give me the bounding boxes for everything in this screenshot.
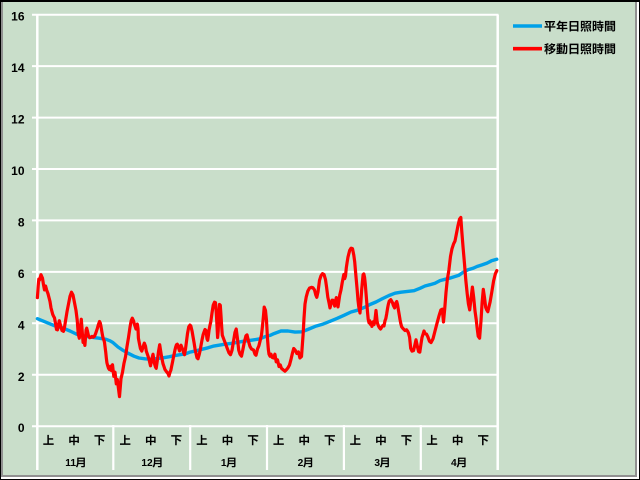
svg-text:6: 6 [18, 267, 25, 281]
svg-text:10: 10 [11, 164, 25, 178]
svg-text:4: 4 [18, 318, 25, 332]
svg-text:1: 1 [221, 458, 227, 469]
svg-text:16: 16 [11, 10, 25, 24]
svg-text:12: 12 [11, 113, 25, 127]
svg-text:8: 8 [18, 215, 25, 229]
svg-text:3: 3 [374, 458, 380, 469]
svg-text:12: 12 [141, 458, 153, 469]
svg-text:0: 0 [18, 421, 25, 435]
svg-text:11: 11 [65, 458, 76, 469]
svg-text:2: 2 [298, 458, 304, 469]
svg-text:2: 2 [18, 370, 25, 384]
svg-text:4: 4 [451, 458, 457, 469]
svg-text:14: 14 [11, 61, 25, 75]
